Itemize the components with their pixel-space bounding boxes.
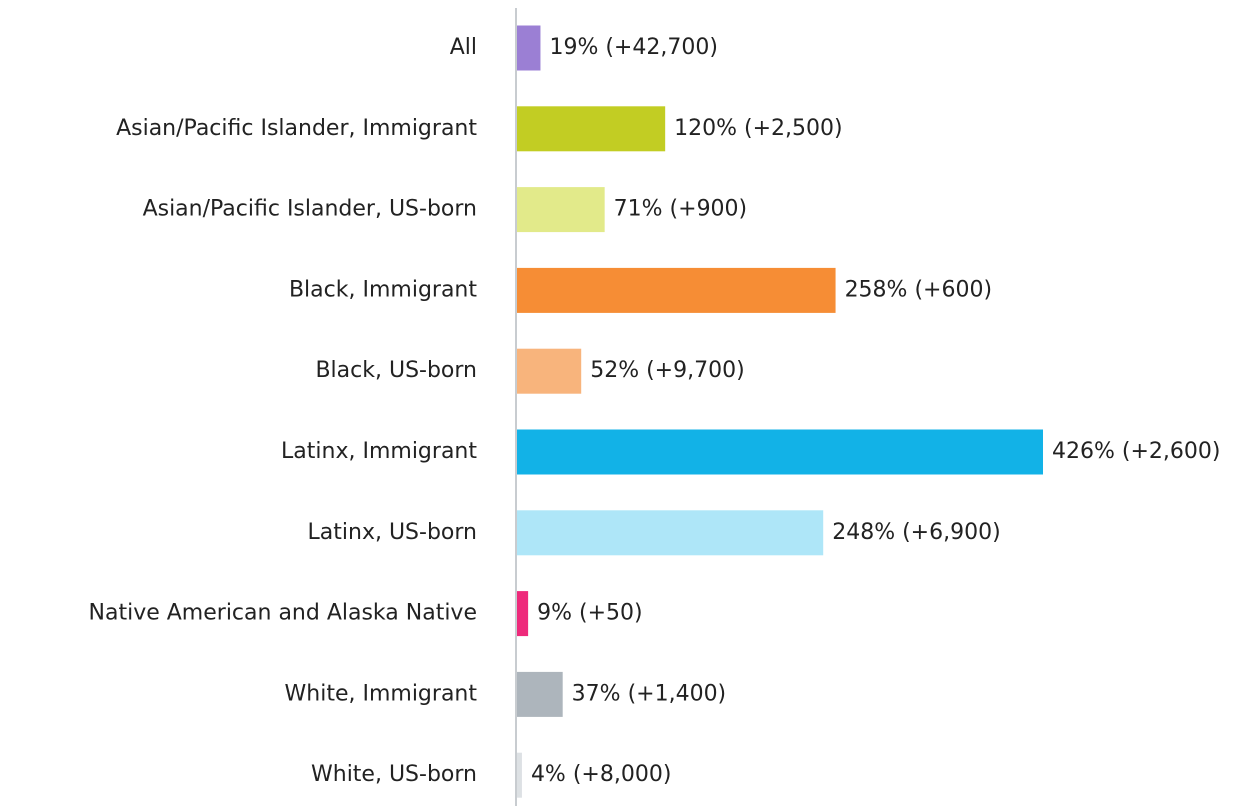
bar (517, 429, 1043, 475)
value-label: 9% (+50) (537, 601, 643, 626)
bar (517, 671, 563, 717)
bar (517, 187, 605, 233)
category-label: Asian/Pacific Islander, US-born (143, 197, 477, 222)
category-label: Native American and Alaska Native (89, 601, 477, 626)
bar (517, 106, 666, 152)
bar (517, 348, 582, 394)
value-label: 248% (+6,900) (832, 520, 1000, 545)
bar (517, 25, 541, 71)
value-label: 120% (+2,500) (674, 116, 842, 141)
category-label: White, Immigrant (285, 681, 478, 706)
bar (517, 752, 522, 798)
value-label: 52% (+9,700) (590, 358, 744, 383)
value-label: 4% (+8,000) (531, 762, 671, 787)
category-label: Latinx, US-born (308, 520, 477, 545)
category-label: Black, US-born (315, 358, 477, 383)
category-label: Latinx, Immigrant (281, 439, 477, 464)
value-label: 426% (+2,600) (1052, 439, 1220, 464)
value-label: 37% (+1,400) (572, 681, 726, 706)
category-label: All (450, 35, 477, 60)
category-label: Asian/Pacific Islander, Immigrant (116, 116, 477, 141)
bar (517, 267, 836, 313)
bar (517, 591, 529, 637)
category-label: White, US-born (311, 762, 477, 787)
value-label: 71% (+900) (614, 197, 747, 222)
bar (517, 510, 824, 556)
value-label: 258% (+600) (845, 277, 992, 302)
category-label: Black, Immigrant (289, 277, 477, 302)
value-label: 19% (+42,700) (549, 35, 717, 60)
